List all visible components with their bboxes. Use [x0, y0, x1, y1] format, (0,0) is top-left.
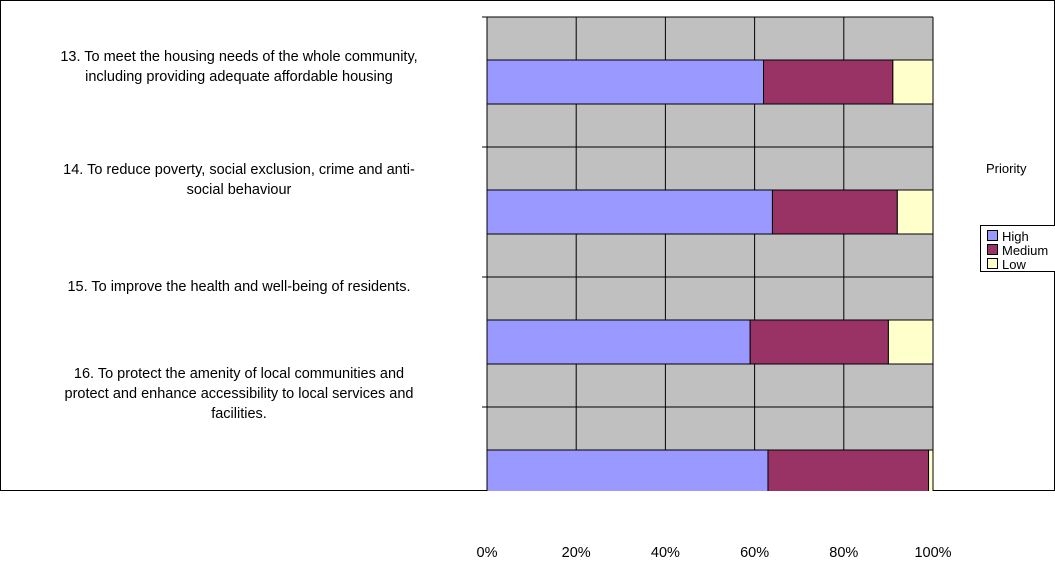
x-tick-label: 0% [476, 545, 498, 561]
chart-plot [482, 16, 934, 491]
x-tick-label: 20% [561, 545, 591, 561]
category-label: 16. To protect the amenity of local comm… [64, 366, 414, 422]
bar-high [486, 449, 769, 491]
category-label: 13. To meet the housing needs of the who… [60, 49, 418, 85]
legend-item-medium: Medium [987, 244, 1048, 258]
category-label: 15. To improve the health and well-being… [67, 279, 411, 295]
x-tick-label: 100% [914, 545, 952, 561]
x-tick-label: 60% [740, 545, 770, 561]
legend-swatch-low [987, 258, 998, 269]
bar-medium [767, 449, 930, 491]
bar-low [896, 189, 934, 235]
bar-high [486, 189, 773, 235]
x-tick-label: 80% [829, 545, 859, 561]
legend-swatch-high [987, 230, 998, 241]
bar-high [486, 59, 765, 105]
legend-item-high: High [987, 230, 1029, 244]
x-tick-label: 40% [650, 545, 680, 561]
legend-label-low: Low [1002, 257, 1026, 272]
bar-low [892, 59, 934, 105]
bar-low [887, 319, 934, 365]
legend-label-high: High [1002, 229, 1029, 244]
legend-label-medium: Medium [1002, 243, 1049, 258]
bar-medium [763, 59, 894, 105]
legend-swatch-medium [987, 244, 998, 255]
legend-title: Priority [986, 161, 1027, 176]
category-label: 14. To reduce poverty, social exclusion,… [63, 162, 415, 198]
legend-item-low: Low [987, 258, 1026, 272]
bar-medium [749, 319, 889, 365]
bar-medium [771, 189, 898, 235]
legend: High Medium Low [980, 225, 1055, 272]
bar-high [486, 319, 751, 365]
bar-low [928, 449, 934, 491]
